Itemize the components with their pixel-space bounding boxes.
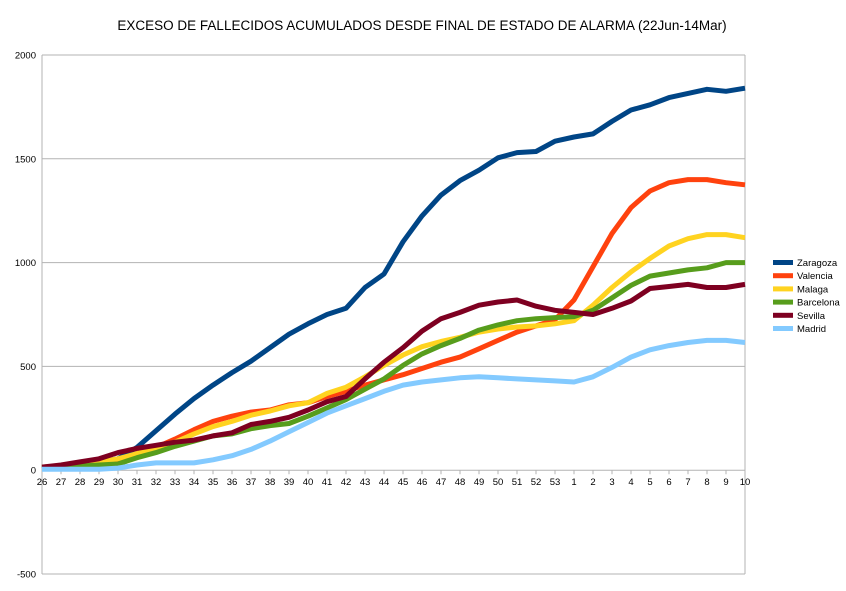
x-tick-label: 48 (455, 477, 466, 488)
series-line-valencia (41, 177, 746, 470)
x-tick-label: 43 (360, 477, 371, 488)
series-line-barcelona (41, 260, 745, 471)
legend-swatch-zaragoza (773, 260, 793, 265)
x-tick-label: 28 (75, 477, 86, 488)
x-tick-label: 45 (398, 477, 409, 488)
gridlines (42, 54, 745, 575)
x-tick-label: 30 (113, 477, 124, 488)
x-tick-label: 6 (666, 477, 671, 488)
x-tick-label: 46 (417, 477, 428, 488)
x-tick-label: 38 (265, 477, 276, 488)
y-tick-label: 1500 (15, 154, 36, 165)
x-tick-label: 32 (151, 477, 162, 488)
y-tick-label: 2000 (15, 51, 36, 62)
y-tick-label: 500 (20, 362, 36, 373)
x-tick-label: 7 (685, 477, 690, 488)
x-tick-label: 53 (550, 477, 561, 488)
chart-title: EXCESO DE FALLECIDOS ACUMULADOS DESDE FI… (117, 18, 726, 33)
legend-label-madrid: Madrid (797, 324, 826, 335)
x-tick-label: 37 (246, 477, 257, 488)
series-line-zaragoza (41, 85, 746, 471)
legend: Zaragoza Valencia Malaga Barcelona Sevilla Ma… (773, 258, 840, 335)
legend-label-malaga: Malaga (797, 284, 829, 295)
legend-swatch-valencia (773, 273, 793, 279)
x-tick-label: 36 (227, 477, 238, 488)
x-tick-label: 5 (647, 477, 652, 488)
x-tick-label: 1 (571, 477, 576, 488)
x-tick-label: 41 (322, 477, 333, 488)
legend-swatch-madrid (773, 326, 793, 331)
x-tick-label: 10 (740, 477, 751, 488)
legend-swatch-malaga (773, 286, 793, 292)
legend-swatch-sevilla (773, 312, 793, 318)
series-line-madrid (42, 337, 746, 472)
x-tick-label: 8 (704, 477, 709, 488)
series-lines (41, 85, 746, 472)
x-tick-label: 42 (341, 477, 352, 488)
x-tick-label: 50 (493, 477, 504, 488)
x-tick-label: 4 (628, 477, 633, 488)
legend-label-sevilla: Sevilla (797, 311, 826, 322)
x-tick-label: 34 (189, 477, 200, 488)
x-tick-label: 51 (512, 477, 523, 488)
legend-label-zaragoza: Zaragoza (797, 258, 838, 269)
x-tick-label: 3 (609, 477, 614, 488)
x-tick-label: 9 (723, 477, 728, 488)
x-tick-label: 47 (436, 477, 447, 488)
y-tick-label: -500 (17, 570, 36, 581)
x-tick-label: 33 (170, 477, 181, 488)
x-tick-label: 39 (284, 477, 295, 488)
x-tick-label: 31 (132, 477, 143, 488)
series-line-malaga (41, 232, 746, 470)
legend-label-valencia: Valencia (797, 271, 833, 282)
legend-swatch-barcelona (773, 299, 793, 305)
x-tick-label: 2 (590, 477, 595, 488)
x-tick-label: 27 (56, 477, 67, 488)
y-tick-label: 1000 (15, 258, 36, 269)
x-tick-label: 35 (208, 477, 219, 488)
legend-label-barcelona: Barcelona (797, 298, 840, 309)
x-tick-label: 40 (303, 477, 314, 488)
x-tick-label: 49 (474, 477, 485, 488)
x-tick-label: 29 (94, 477, 105, 488)
x-tick-label: 26 (37, 477, 48, 488)
x-tick-label: 52 (531, 477, 542, 488)
x-tick-label: 44 (379, 477, 390, 488)
series-line-sevilla (41, 281, 746, 470)
y-tick-label: 0 (31, 466, 36, 477)
